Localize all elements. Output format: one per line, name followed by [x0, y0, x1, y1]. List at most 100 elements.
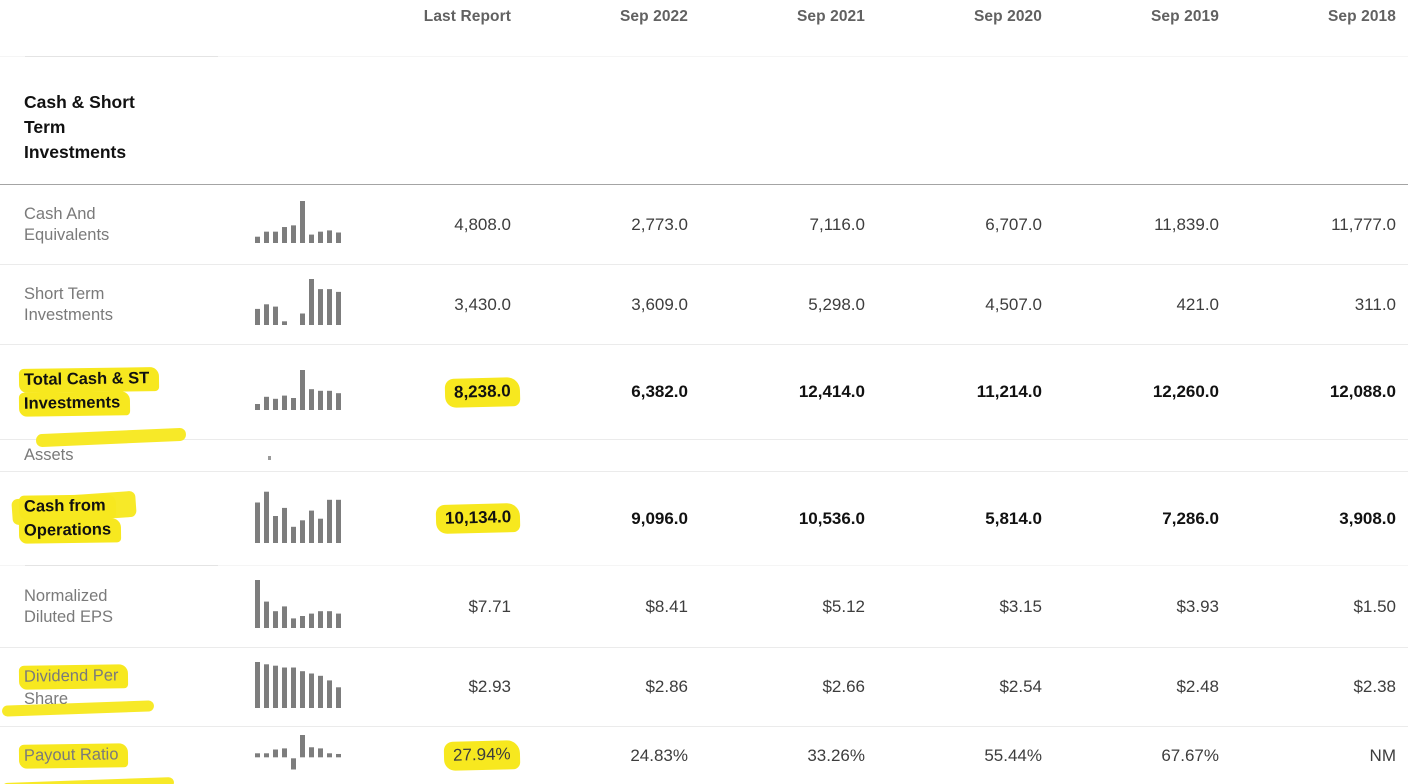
- value-cell: $2.48: [1176, 677, 1219, 696]
- section-label-row-assets: Assets: [0, 440, 1408, 472]
- row-dividend-per-share[interactable]: Dividend Per Share $2.93 $2.86 $2.66 $2.54 $2.…: [0, 648, 1408, 727]
- value-cell: $7.71: [468, 596, 511, 616]
- row-label-line: Payout Ratio: [18, 742, 230, 769]
- value-cell: 8,238.0: [342, 376, 521, 408]
- column-header-sep-2018[interactable]: Sep 2018: [1327, 8, 1396, 25]
- sparkline-cell: [230, 735, 342, 776]
- section-title-line: Cash & Short: [24, 92, 135, 112]
- sparkline-chart: [255, 369, 341, 410]
- highlighted-value: 10,134.0: [435, 502, 521, 535]
- row-normalized-diluted-eps[interactable]: Normalized Diluted EPS $7.71 $8.41 $5.12 $3.1…: [0, 566, 1408, 648]
- row-label-line: Normalized: [24, 586, 230, 607]
- sparkline-chart: [255, 279, 341, 325]
- column-header-sep-2022[interactable]: Sep 2022: [619, 8, 688, 25]
- row-label-text: Assets: [24, 446, 74, 464]
- row-label-line: Equivalents: [24, 225, 230, 246]
- value-cell: 4,808.0: [454, 214, 511, 234]
- value-cell: 33.26%: [807, 745, 865, 765]
- value-cell: 5,298.0: [808, 294, 865, 314]
- section-title-line: Term: [24, 117, 66, 137]
- value-cell: 3,609.0: [631, 294, 688, 314]
- section-header-cash-short-term-investments: Cash & Short Term Investments: [0, 57, 1408, 185]
- sparkline-cell: [230, 580, 342, 633]
- section-title-line: Investments: [24, 142, 127, 162]
- section-title: Cash & Short Term Investments: [0, 57, 230, 165]
- column-header-sep-2021[interactable]: Sep 2021: [796, 8, 865, 25]
- sparkline-chart: [255, 491, 341, 543]
- row-label-text: Cash from: [18, 493, 116, 520]
- value-cell: 11,777.0: [1331, 214, 1396, 234]
- row-label-line: Diluted EPS: [24, 607, 230, 628]
- row-label-line: Investments: [24, 305, 230, 326]
- row-label-text: Total Cash & ST: [18, 367, 160, 393]
- row-label-text: Equivalents: [24, 225, 110, 244]
- sparkline-cell: [230, 489, 342, 548]
- value-cell: $2.93: [468, 677, 511, 696]
- value-cell: 67.67%: [1161, 745, 1219, 765]
- value-cell: NM: [1369, 745, 1396, 765]
- value-cell: $3.15: [999, 596, 1042, 616]
- column-header-last-report[interactable]: Last Report: [423, 8, 511, 25]
- sparkline-cell: [230, 279, 342, 330]
- row-label: Normalized Diluted EPS: [0, 586, 230, 628]
- highlight-stroke: [1, 776, 175, 784]
- value-cell: 6,707.0: [985, 214, 1042, 234]
- value-cell: 11,214.0: [976, 382, 1042, 401]
- row-label-line: Investments: [18, 391, 230, 417]
- value-cell: $2.54: [999, 677, 1042, 696]
- row-label-text: Short Term: [24, 284, 105, 303]
- value-cell: $2.86: [645, 677, 688, 696]
- value-cell: 2,773.0: [631, 214, 688, 234]
- sparkline-cell: [230, 661, 342, 713]
- sparkline-cell: [230, 369, 342, 415]
- value-cell: 7,116.0: [809, 214, 865, 234]
- row-label: Assets: [0, 446, 230, 465]
- value-cell: 10,134.0: [342, 502, 521, 535]
- row-label-text: Investments: [18, 391, 131, 417]
- value-cell: $5.12: [822, 596, 865, 616]
- sparkline-chart: [255, 580, 341, 628]
- sparkline-chart: [255, 201, 341, 243]
- table-header-row: Last Report Sep 2022 Sep 2021 Sep 2020 Sep 2…: [0, 0, 1408, 57]
- row-label-line: Share: [24, 689, 230, 710]
- value-cell: 7,286.0: [1162, 508, 1219, 528]
- row-payout-ratio[interactable]: Payout Ratio 27.94% 24.83% 33.26% 55.44% 67.6…: [0, 727, 1408, 784]
- row-label: Cash from Operations: [0, 490, 230, 544]
- sparkline-chart: [255, 735, 341, 770]
- row-label-text: Share: [24, 689, 69, 708]
- row-cash-and-equivalents[interactable]: Cash And Equivalents 4,808.0 2,773.0 7,116.0…: [0, 185, 1408, 265]
- sparkline-cell: [230, 201, 342, 248]
- value-cell: 6,382.0: [631, 382, 688, 401]
- value-cell: 311.0: [1354, 294, 1396, 314]
- row-total-cash-st-investments[interactable]: Total Cash & ST Investments 8,238.0 6,382.0…: [0, 345, 1408, 448]
- value-cell: $3.93: [1176, 596, 1219, 616]
- column-header-sep-2019[interactable]: Sep 2019: [1150, 8, 1219, 25]
- value-cell: 10,536.0: [798, 508, 865, 528]
- value-cell: 3,908.0: [1339, 508, 1396, 528]
- row-label: Dividend Per Share: [0, 663, 230, 717]
- sparkline-chart: [255, 661, 341, 708]
- value-cell: 9,096.0: [631, 508, 688, 528]
- highlighted-value: 8,238.0: [444, 376, 521, 408]
- row-label: Total Cash & ST Investments: [0, 367, 230, 448]
- column-header-sep-2020[interactable]: Sep 2020: [973, 8, 1042, 25]
- row-label-line: Short Term: [24, 284, 230, 305]
- value-cell: 55.44%: [984, 745, 1042, 765]
- value-cell: 11,839.0: [1154, 214, 1219, 234]
- value-cell: $8.41: [645, 596, 688, 616]
- value-cell: 27.94%: [342, 740, 521, 771]
- row-label: Cash And Equivalents: [0, 204, 230, 246]
- highlighted-value: 27.94%: [443, 740, 521, 771]
- value-cell: 12,088.0: [1329, 382, 1396, 401]
- row-label: Short Term Investments: [0, 284, 230, 326]
- row-label-text: Normalized: [24, 586, 108, 605]
- value-cell: 3,430.0: [454, 294, 511, 314]
- row-label-text: Investments: [24, 305, 113, 324]
- row-label-text: Dividend Per: [18, 663, 129, 690]
- value-cell: 421.0: [1176, 294, 1219, 314]
- row-cash-from-operations[interactable]: Cash from Operations 10,134.0 9,096.0 10,536…: [0, 472, 1408, 566]
- value-cell: 5,814.0: [985, 508, 1042, 528]
- value-cell: $2.66: [822, 677, 865, 696]
- row-short-term-investments[interactable]: Short Term Investments 3,430.0 3,609.0 5,298…: [0, 265, 1408, 345]
